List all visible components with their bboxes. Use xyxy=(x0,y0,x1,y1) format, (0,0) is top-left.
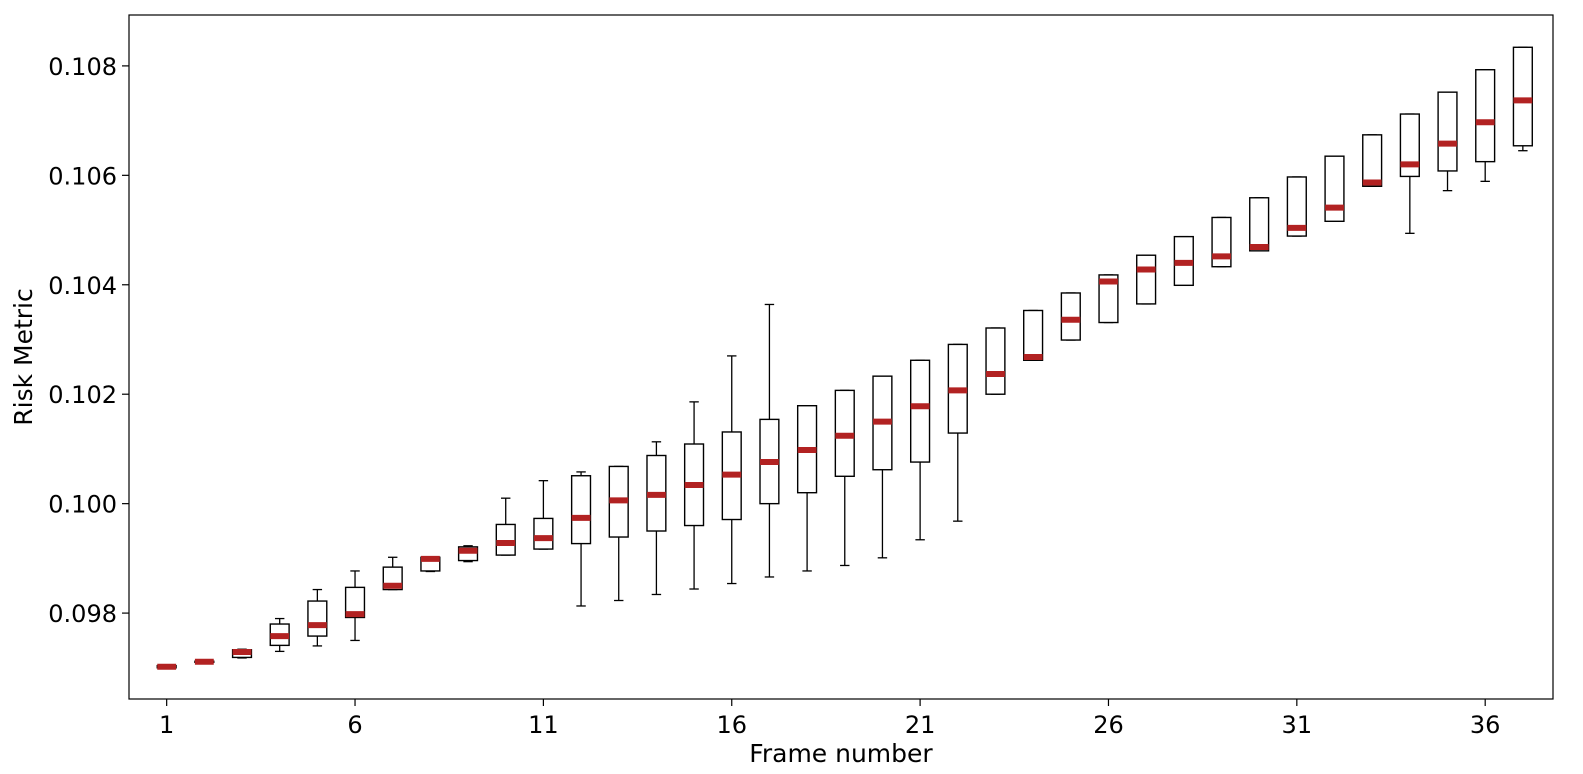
box-group xyxy=(307,588,328,647)
box-group xyxy=(1475,69,1496,182)
box-group xyxy=(1324,155,1345,222)
box-group xyxy=(721,355,742,585)
boxes-layer xyxy=(156,46,1533,670)
iqr-box xyxy=(1023,309,1044,361)
box-group xyxy=(420,555,441,573)
box-group xyxy=(457,545,479,563)
iqr-box xyxy=(495,523,516,556)
y-tick-label: 0.106 xyxy=(48,162,117,190)
box-group xyxy=(985,327,1006,395)
iqr-box xyxy=(985,327,1006,395)
iqr-box xyxy=(1324,155,1345,222)
box-group xyxy=(1211,216,1232,268)
y-tick-label: 0.098 xyxy=(48,600,117,628)
box-group xyxy=(1512,46,1533,152)
box-group xyxy=(1173,235,1194,287)
x-tick-label: 21 xyxy=(905,711,936,739)
x-tick-label: 16 xyxy=(716,711,747,739)
iqr-box xyxy=(1512,46,1533,147)
y-axis: 0.098 0.100 0.102 0.104 0.106 0.108 xyxy=(48,53,129,628)
iqr-box xyxy=(1249,197,1270,252)
box-group xyxy=(533,480,554,550)
iqr-box xyxy=(344,586,366,619)
box-group xyxy=(608,465,629,602)
box-group xyxy=(1362,134,1383,187)
x-tick-label: 11 xyxy=(528,711,559,739)
x-tick-label: 6 xyxy=(347,711,362,739)
box-group xyxy=(796,405,818,572)
x-axis-label: Frame number xyxy=(749,739,933,768)
box-group xyxy=(1060,292,1081,341)
x-axis: 1 6 11 16 21 26 31 36 xyxy=(159,699,1500,739)
box-group xyxy=(1286,176,1307,237)
iqr-box xyxy=(1475,69,1496,163)
box-group xyxy=(231,648,253,659)
iqr-box xyxy=(533,517,554,550)
box-group xyxy=(1399,113,1420,234)
box-group xyxy=(269,617,290,653)
iqr-box xyxy=(1399,113,1420,178)
box-group xyxy=(382,556,403,591)
x-tick-label: 36 xyxy=(1470,711,1501,739)
iqr-box xyxy=(307,600,328,637)
box-group xyxy=(759,303,780,578)
box-group xyxy=(646,441,667,596)
box-group xyxy=(683,401,705,590)
plot-frame xyxy=(128,14,1554,700)
iqr-box xyxy=(1286,176,1307,237)
box-group xyxy=(495,497,516,556)
y-axis-label: Risk Metric xyxy=(9,288,38,426)
iqr-box xyxy=(570,475,592,545)
box-group xyxy=(834,389,855,567)
y-tick-label: 0.108 xyxy=(48,53,117,81)
x-tick-label: 26 xyxy=(1093,711,1124,739)
y-tick-label: 0.104 xyxy=(48,272,117,300)
y-tick-label: 0.100 xyxy=(48,491,117,519)
box-group xyxy=(909,359,931,541)
box-group xyxy=(1249,197,1270,252)
box-group xyxy=(1098,274,1119,324)
y-tick-label: 0.102 xyxy=(48,381,117,409)
box-group xyxy=(1437,91,1458,192)
iqr-box xyxy=(909,359,931,463)
iqr-box xyxy=(1362,134,1383,187)
iqr-box xyxy=(1098,274,1119,324)
box-group xyxy=(947,343,968,522)
box-group xyxy=(1136,254,1157,305)
iqr-box xyxy=(1437,91,1458,172)
box-group xyxy=(1023,309,1044,361)
box-group xyxy=(156,663,177,670)
box-group xyxy=(194,658,215,665)
x-tick-label: 31 xyxy=(1282,711,1313,739)
iqr-box xyxy=(1211,216,1232,268)
box-group xyxy=(344,570,366,642)
x-tick-label: 1 xyxy=(159,711,174,739)
box-group xyxy=(872,375,893,559)
iqr-box xyxy=(1060,292,1081,341)
iqr-box xyxy=(1136,254,1157,305)
box-group xyxy=(570,471,592,607)
